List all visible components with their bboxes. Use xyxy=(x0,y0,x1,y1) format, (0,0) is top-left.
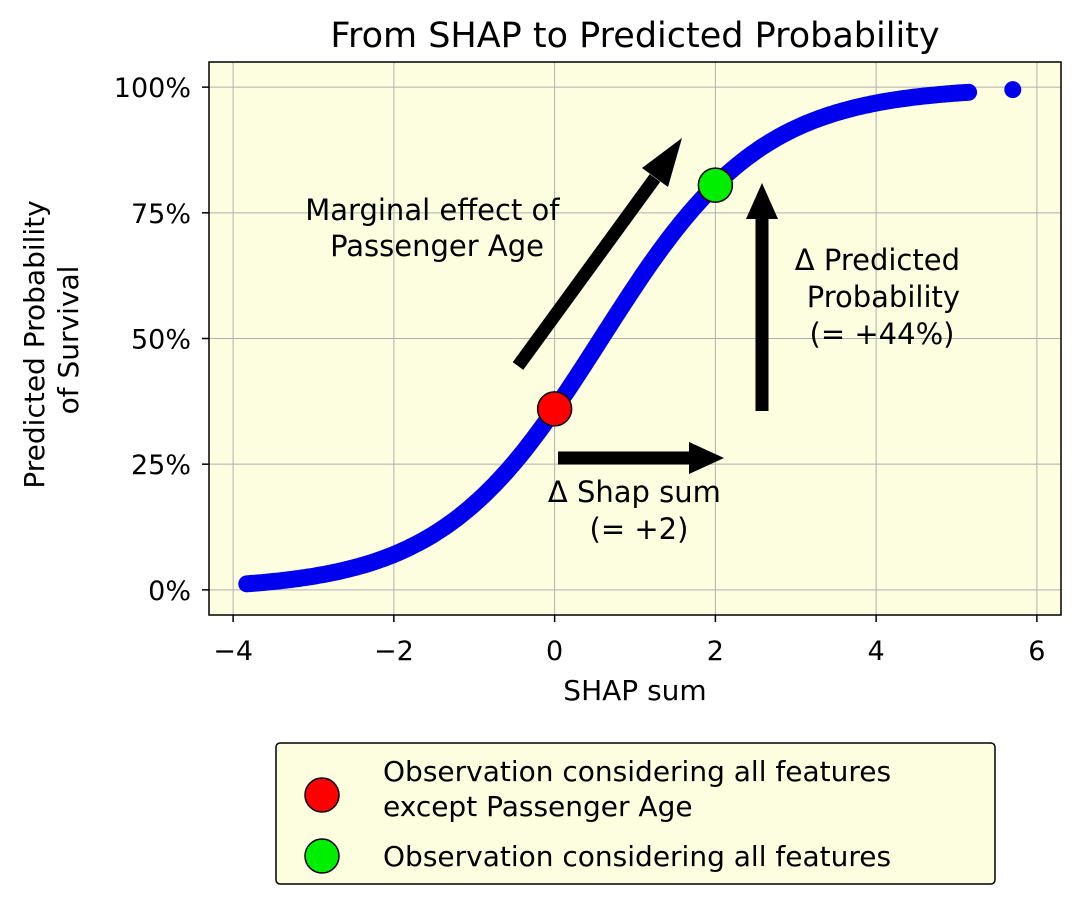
delta-probability-line-2: Probability xyxy=(807,280,960,314)
delta-probability-arrowhead xyxy=(746,183,778,219)
legend-entry-green: Observation considering all features xyxy=(383,840,891,873)
y-axis-label-line-1: Predicted Probability xyxy=(18,200,51,488)
green-observation-point xyxy=(697,167,734,203)
red-observation-point xyxy=(536,391,573,427)
delta-shap-arrowhead xyxy=(689,442,724,474)
curve-band xyxy=(240,83,978,593)
x-tick-label-3: 2 xyxy=(707,636,724,667)
chart-title: From SHAP to Predicted Probability xyxy=(330,16,939,56)
outlier-point-0 xyxy=(238,575,256,593)
legend-entry-red: Observation considering all features exc… xyxy=(383,755,900,823)
y-axis-label: Predicted Probability of Survival xyxy=(18,191,85,488)
legend-box xyxy=(275,742,996,885)
sigmoid-curve xyxy=(238,81,1022,593)
delta-probability-line-1: Δ Predicted xyxy=(795,243,960,277)
y-tick-label-3: 75% xyxy=(131,199,191,230)
y-tick-label-0: 0% xyxy=(148,576,191,607)
legend-entry-red-line-1: Observation considering all features xyxy=(383,755,891,788)
x-tick-label-4: 4 xyxy=(868,636,885,667)
axis-ticks: −4 −2 0 2 4 6 0% 25% 50% 75% 100% xyxy=(114,73,1046,667)
y-tick-label-4: 100% xyxy=(114,73,191,104)
delta-probability-annotation: Δ Predicted Probability (= +44%) xyxy=(795,243,969,351)
legend: Observation considering all features exc… xyxy=(275,742,996,885)
x-tick-label-2: 0 xyxy=(546,636,563,667)
legend-marker-red xyxy=(304,777,340,813)
y-tick-label-1: 25% xyxy=(131,450,191,481)
x-tick-label-5: 6 xyxy=(1028,636,1045,667)
legend-marker-green xyxy=(304,838,340,874)
legend-entry-red-line-2: except Passenger Age xyxy=(383,790,693,823)
delta-shap-line-1: Δ Shap sum xyxy=(548,475,721,509)
outlier-point-1 xyxy=(1004,81,1022,99)
delta-shap-annotation: Δ Shap sum (= +2) xyxy=(548,475,730,546)
y-axis-label-line-2: of Survival xyxy=(52,266,85,415)
x-tick-label-0: −4 xyxy=(213,636,253,667)
marginal-effect-arrow xyxy=(512,174,661,370)
y-tick-label-2: 50% xyxy=(131,325,191,356)
x-tick-label-1: −2 xyxy=(374,636,414,667)
marginal-effect-arrowhead xyxy=(642,138,682,187)
marginal-effect-line-1: Marginal effect of xyxy=(305,193,560,227)
arrows xyxy=(512,138,778,474)
marginal-effect-annotation: Marginal effect of Passenger Age xyxy=(305,193,568,263)
highlight-points xyxy=(536,167,734,427)
x-axis-label: SHAP sum xyxy=(563,674,706,707)
marginal-effect-line-2: Passenger Age xyxy=(330,229,544,263)
delta-shap-line-2: (= +2) xyxy=(590,512,689,546)
delta-probability-line-3: (= +44%) xyxy=(810,317,955,351)
